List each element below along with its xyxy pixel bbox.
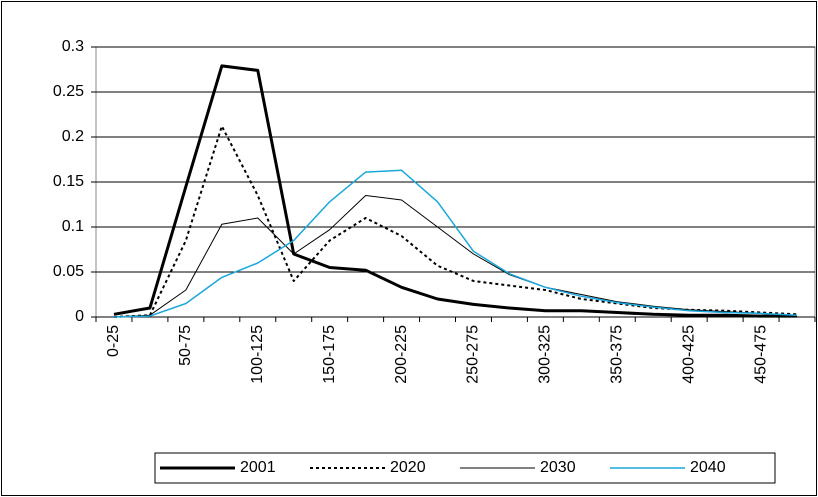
- y-tick-label: 0.05: [53, 263, 84, 280]
- y-tick-label: 0: [75, 308, 84, 325]
- y-tick-label: 0.2: [62, 128, 84, 145]
- x-tick-label: 150-175: [321, 325, 338, 384]
- x-tick-label: 300-325: [537, 325, 554, 384]
- legend-label: 2040: [690, 459, 726, 476]
- series-line: [113, 195, 798, 318]
- x-tick-label: 450-475: [752, 325, 769, 384]
- legend-label: 2030: [540, 459, 576, 476]
- x-tick-label: 400-425: [680, 325, 697, 384]
- x-tick-label: 50-75: [177, 325, 194, 366]
- x-tick-label: 0-25: [105, 325, 122, 357]
- y-tick-label: 0.15: [53, 173, 84, 190]
- legend-label: 2020: [390, 459, 426, 476]
- x-tick-label: 350-375: [608, 325, 625, 384]
- series-line: [113, 169, 798, 318]
- y-tick-label: 0.25: [53, 83, 84, 100]
- series-line: [113, 125, 798, 318]
- x-tick-label: 100-125: [249, 325, 266, 384]
- y-tick-label: 0.1: [62, 218, 84, 235]
- x-tick-label: 250-275: [465, 325, 482, 384]
- legend-label: 2001: [240, 459, 276, 476]
- x-tick-label: 200-225: [393, 325, 410, 384]
- y-tick-label: 0.3: [62, 38, 84, 55]
- series-line: [113, 64, 798, 318]
